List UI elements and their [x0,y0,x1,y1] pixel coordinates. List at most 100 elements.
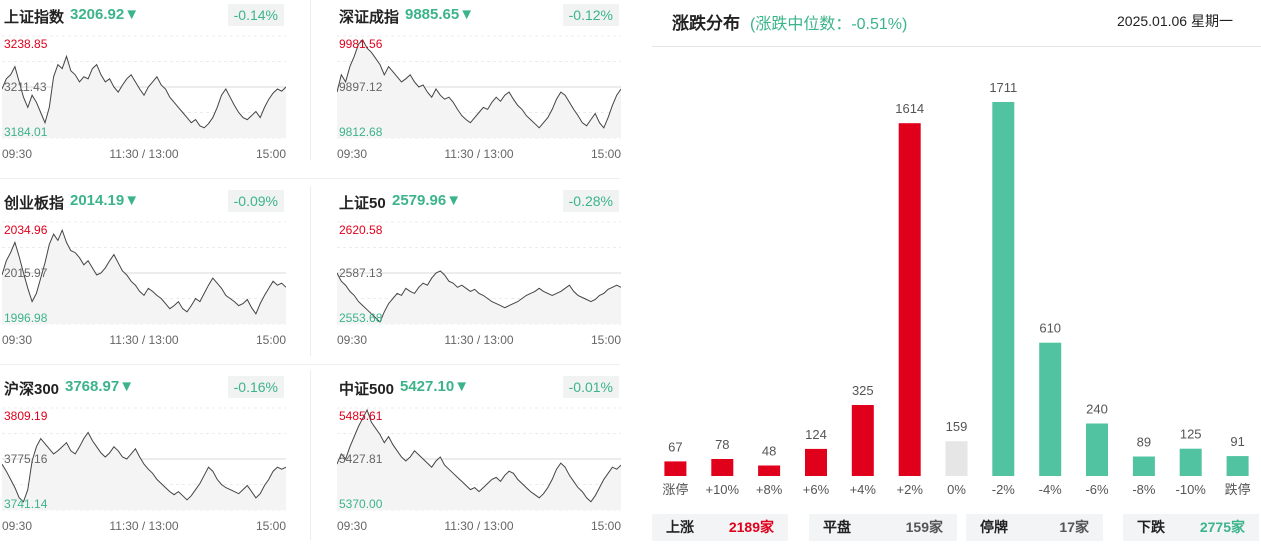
bar-value-label: 125 [1180,427,1202,442]
intraday-chart: 2034.96 2015.97 1996.98 09:30 11:30 / 13:00 1… [2,221,286,347]
stat-label: 平盘 [823,519,851,535]
index-name: 沪深300 [4,381,60,398]
distribution-bar-chart: 67 涨停 78 +10% 48 +8% 124 +6% 325 +4% 1614 +2% 159 0% 1… [662,80,1251,497]
bar[interactable] [805,448,827,476]
title-divider [652,46,1261,47]
time-mid-label: 11:30 / 13:00 [109,147,178,161]
axis-low-label: 1996.98 [4,311,48,325]
time-end-label: 15:00 [256,333,286,347]
bar-category-label: -4% [1039,482,1063,497]
bar-category-label: -2% [992,482,1016,497]
bar-value-label: 124 [805,427,827,442]
stat-value: 17家 [1059,519,1089,535]
index-card[interactable]: 上证50 2579.96▼ -0.28% 2620.58 2587.13 2553.… [337,186,621,366]
price-line [2,431,286,503]
bar[interactable] [945,441,968,476]
bar-value-label: 610 [1039,321,1061,336]
bar-value-label: 240 [1086,402,1108,417]
axis-high-label: 9981.56 [339,37,383,51]
index-header: 上证50 2579.96▼ -0.28% [337,190,621,212]
index-name: 深证成指 [339,9,400,26]
intraday-chart: 3238.85 3211.43 3184.01 09:30 11:30 / 13:00 1… [2,35,286,161]
index-price: 5427.10▼ [400,378,470,395]
row-divider [0,364,620,365]
bar-value-label: 1614 [895,101,924,116]
bar[interactable] [664,461,687,476]
bar[interactable] [992,102,1015,476]
bar-value-label: 48 [762,444,776,459]
axis-low-label: 5370.00 [339,497,383,511]
stat-box: 平盘 159家 [809,514,957,541]
price-area [2,432,286,510]
index-price: 3768.97▼ [65,378,135,395]
index-card[interactable]: 沪深300 3768.97▼ -0.16% 3809.19 3775.16 3741… [2,372,286,552]
bar-category-label: +8% [756,482,783,497]
bar-value-label: 89 [1137,435,1151,450]
stat-box: 上涨 2189家 [652,514,788,541]
time-end-label: 15:00 [591,333,621,347]
index-name: 创业板指 [4,195,65,212]
time-start-label: 09:30 [2,519,32,533]
time-mid-label: 11:30 / 13:00 [109,333,178,347]
bar[interactable] [758,465,781,477]
bar[interactable] [898,123,921,476]
price-line [2,228,286,315]
index-change-badge: -0.12% [562,4,619,26]
time-start-label: 09:30 [2,147,32,161]
bar[interactable] [1226,456,1249,476]
index-header: 中证500 5427.10▼ -0.01% [337,376,621,398]
axis-high-label: 3238.85 [4,37,48,51]
column-divider [310,370,311,540]
index-card[interactable]: 创业板指 2014.19▼ -0.09% 2034.96 2015.97 1996.… [2,186,286,366]
bar-category-label: 0% [947,482,966,497]
bar[interactable] [851,405,874,476]
bar-category-label: 跌停 [1225,482,1251,497]
time-mid-label: 11:30 / 13:00 [444,519,513,533]
bar[interactable] [1086,423,1108,477]
bar-value-label: 1711 [989,80,1017,95]
axis-mid-label: 2015.97 [4,266,48,280]
bar-value-label: 91 [1230,434,1244,449]
index-price: 9885.65▼ [405,6,475,23]
index-card[interactable]: 上证指数 3206.92▼ -0.14% 3238.85 3211.43 3184.… [2,0,286,180]
index-change-badge: -0.09% [227,190,284,212]
bar-category-label: -10% [1176,482,1207,497]
bar[interactable] [711,459,734,476]
index-card[interactable]: 深证成指 9885.65▼ -0.12% 9981.56 9897.12 9812.… [337,0,621,180]
axis-low-label: 3184.01 [4,125,48,139]
index-card[interactable]: 中证500 5427.10▼ -0.01% 5485.61 5427.81 5370… [337,372,621,552]
price-line [337,39,621,129]
index-header: 创业板指 2014.19▼ -0.09% [2,190,286,212]
axis-mid-label: 5427.81 [339,452,383,466]
stat-label: 下跌 [1137,519,1165,535]
stat-label: 上涨 [666,519,694,535]
bar-value-label: 67 [668,439,682,454]
index-change-badge: -0.28% [562,190,619,212]
axis-high-label: 2034.96 [4,223,48,237]
axis-high-label: 5485.61 [339,409,383,423]
time-start-label: 09:30 [337,519,367,533]
index-header: 深证成指 9885.65▼ -0.12% [337,4,621,26]
stat-label: 停牌 [980,519,1008,535]
axis-low-label: 2553.68 [339,311,383,325]
intraday-chart: 3809.19 3775.16 3741.14 09:30 11:30 / 13:00 1… [2,407,286,533]
bar[interactable] [1179,448,1202,476]
distribution-median: (涨跌中位数：-0.51%) [750,16,908,33]
bar-category-label: 涨停 [662,482,688,497]
price-area [337,410,621,510]
axis-low-label: 3741.14 [4,497,48,511]
time-start-label: 09:30 [337,147,367,161]
bar[interactable] [1132,456,1155,477]
bar[interactable] [1039,342,1062,476]
index-header: 上证指数 3206.92▼ -0.14% [2,4,286,26]
time-start-label: 09:30 [2,333,32,347]
bar-category-label: +2% [897,482,924,497]
stat-value: 2775家 [1199,519,1245,535]
stat-box: 停牌 17家 [966,514,1103,541]
time-mid-label: 11:30 / 13:00 [109,519,178,533]
time-mid-label: 11:30 / 13:00 [444,333,513,347]
time-start-label: 09:30 [337,333,367,347]
axis-mid-label: 3775.16 [4,452,48,466]
index-price: 3206.92▼ [70,6,140,23]
index-change-badge: -0.14% [227,4,284,26]
